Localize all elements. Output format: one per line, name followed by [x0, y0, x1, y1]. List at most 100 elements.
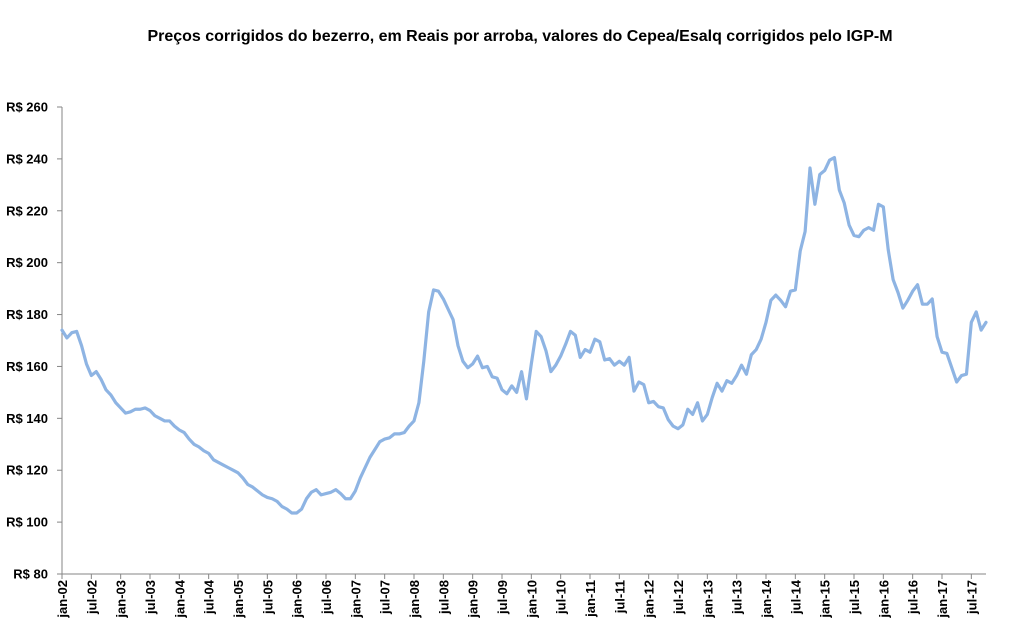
data-point	[169, 420, 170, 421]
x-tick-label: jan-09	[466, 580, 481, 619]
x-tick-label: jan-10	[524, 580, 539, 619]
data-point	[902, 307, 903, 308]
data-point	[912, 291, 913, 292]
data-point	[814, 204, 815, 205]
data-point	[105, 389, 106, 390]
data-point	[257, 490, 258, 491]
y-tick-label: R$ 80	[13, 567, 48, 582]
x-axis: jan-02 jul-02 jan-03 jul-03 jan-04 jul-04 jan-…	[55, 573, 986, 619]
data-point	[658, 406, 659, 407]
data-point	[511, 385, 512, 386]
data-point	[946, 353, 947, 354]
data-point	[457, 345, 458, 346]
data-point	[409, 426, 410, 427]
data-point	[516, 392, 517, 393]
data-point	[448, 309, 449, 310]
data-point	[633, 390, 634, 391]
data-point	[497, 378, 498, 379]
data-point	[174, 426, 175, 427]
data-point	[829, 160, 830, 161]
data-point	[668, 419, 669, 420]
data-point	[692, 414, 693, 415]
data-point	[369, 457, 370, 458]
data-point	[604, 359, 605, 360]
data-point	[746, 374, 747, 375]
data-point	[849, 224, 850, 225]
x-tick-label: jul-15	[847, 580, 862, 615]
data-point	[110, 394, 111, 395]
data-point	[277, 501, 278, 502]
x-tick-label: jul-17	[964, 580, 979, 615]
y-tick-label: R$ 240	[6, 151, 48, 166]
data-point	[981, 330, 982, 331]
data-point	[580, 357, 581, 358]
data-point	[702, 420, 703, 421]
data-point	[438, 291, 439, 292]
data-point	[844, 202, 845, 203]
y-tick-label: R$ 100	[6, 515, 48, 530]
x-tick-label: jan-04	[172, 579, 187, 618]
data-point	[599, 341, 600, 342]
data-point	[482, 367, 483, 368]
x-tick-label: jul-10	[554, 580, 569, 615]
data-point	[805, 231, 806, 232]
data-point	[130, 411, 131, 412]
x-tick-label: jul-08	[436, 580, 451, 615]
x-tick-label: jul-12	[671, 580, 686, 615]
data-point	[477, 355, 478, 356]
data-point	[61, 330, 62, 331]
data-point	[242, 477, 243, 478]
data-point	[614, 365, 615, 366]
x-tick-label: jan-16	[876, 580, 891, 619]
data-point	[834, 157, 835, 158]
data-point	[682, 424, 683, 425]
data-point	[399, 433, 400, 434]
data-point	[858, 236, 859, 237]
data-point	[321, 494, 322, 495]
data-point	[560, 355, 561, 356]
x-tick-label: jan-17	[935, 580, 950, 619]
data-point	[179, 429, 180, 430]
data-point	[555, 365, 556, 366]
data-point	[819, 174, 820, 175]
data-point	[184, 432, 185, 433]
x-tick-label: jan-13	[700, 580, 715, 619]
x-tick-label: jan-07	[348, 580, 363, 619]
x-tick-label: jul-02	[84, 580, 99, 615]
data-point	[687, 409, 688, 410]
data-point	[922, 304, 923, 305]
data-point	[677, 428, 678, 429]
data-point	[492, 376, 493, 377]
data-point	[863, 230, 864, 231]
data-point	[663, 407, 664, 408]
data-point	[467, 367, 468, 368]
data-point	[345, 498, 346, 499]
data-point	[536, 331, 537, 332]
x-tick-label: jul-16	[906, 580, 921, 615]
data-point	[360, 477, 361, 478]
data-point	[589, 352, 590, 353]
data-point	[208, 453, 209, 454]
data-point	[281, 506, 282, 507]
data-point	[707, 414, 708, 415]
data-point	[389, 437, 390, 438]
x-tick-label: jan-05	[231, 580, 246, 619]
data-point	[985, 322, 986, 323]
data-point	[770, 300, 771, 301]
x-tick-label: jan-11	[583, 580, 598, 618]
data-point	[873, 230, 874, 231]
data-point	[726, 380, 727, 381]
data-point	[941, 352, 942, 353]
data-point	[927, 304, 928, 305]
data-point	[394, 433, 395, 434]
x-tick-label: jul-04	[202, 579, 217, 615]
x-tick-label: jul-11	[612, 580, 627, 614]
data-point	[526, 398, 527, 399]
data-point	[712, 397, 713, 398]
data-point	[585, 349, 586, 350]
data-point	[541, 336, 542, 337]
series-group	[60, 155, 988, 515]
data-point	[570, 331, 571, 332]
data-point	[609, 358, 610, 359]
